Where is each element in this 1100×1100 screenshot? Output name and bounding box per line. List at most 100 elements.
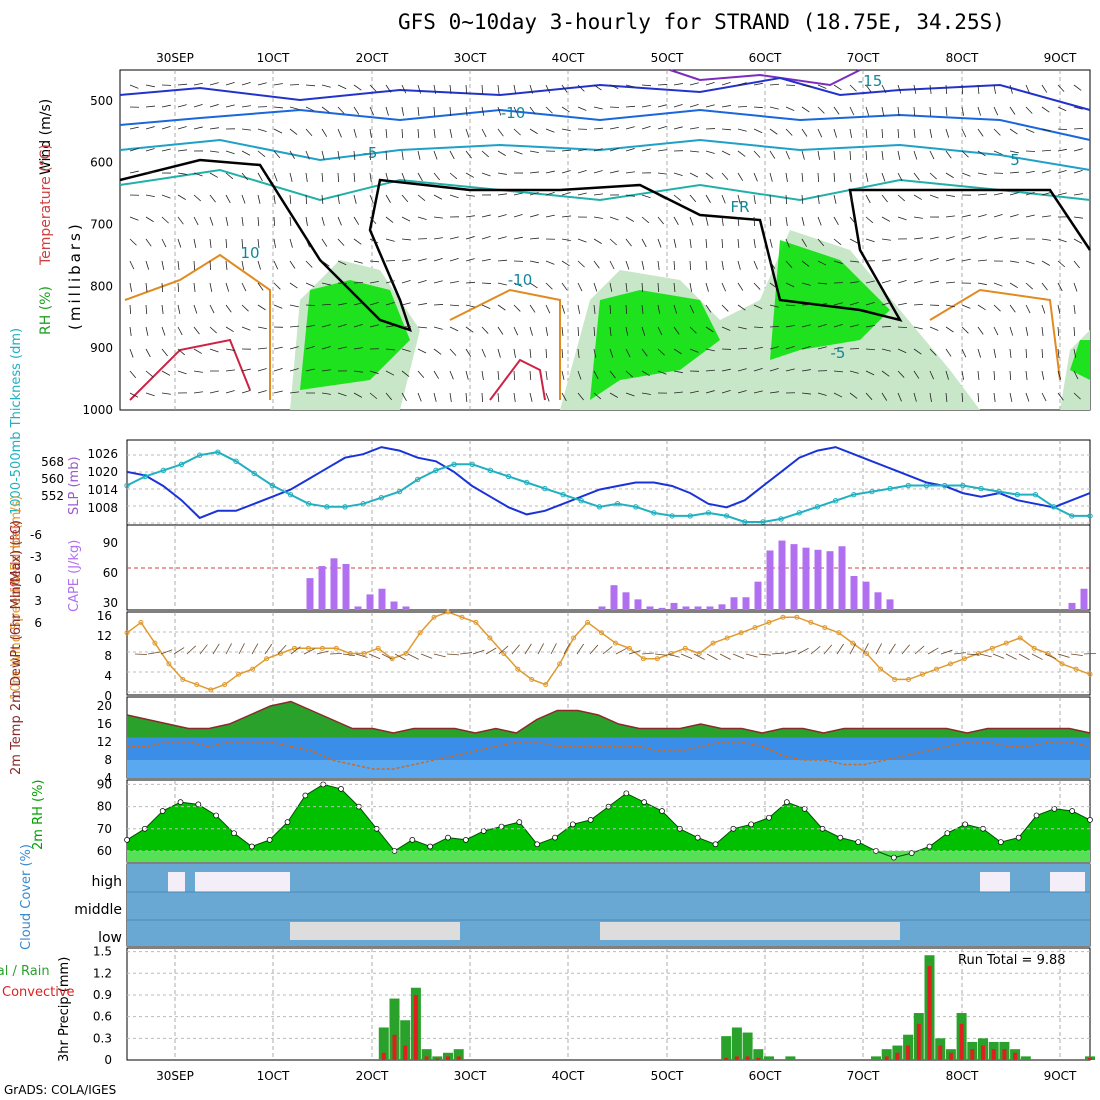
wind-barb (481, 282, 492, 284)
wind-barb (673, 83, 683, 86)
wind-barb (225, 390, 235, 394)
pressure-tick-label: 1000 (82, 403, 113, 417)
cloud-axis-label: Cloud Cover (%) (19, 844, 34, 950)
wind-speed-marker (417, 630, 423, 636)
wind-barb (209, 150, 219, 153)
wind-barb (513, 236, 523, 240)
wind-barb (257, 282, 264, 291)
wind-barb (561, 106, 570, 113)
wind-barb (129, 282, 133, 292)
wind-barb (273, 304, 283, 309)
wind-barb (161, 238, 167, 248)
wind-speed-marker (473, 619, 479, 625)
wind-barb (897, 150, 901, 160)
wind-barb (897, 326, 908, 328)
wind-barb (993, 192, 1003, 196)
wind-barb (657, 260, 660, 270)
cape-bar (378, 588, 386, 610)
rh-marker (302, 792, 309, 799)
wind-barb (353, 347, 363, 350)
wind-barb (657, 348, 665, 356)
cape-bar (790, 544, 798, 610)
panel-frame-cape (126, 524, 1091, 611)
surface-wind-barb (1044, 653, 1057, 660)
precip-bar-convective (959, 1023, 964, 1060)
wind-barb (625, 282, 628, 292)
wind-speed-marker (780, 614, 786, 620)
wind-barb (433, 237, 443, 240)
wind-barb (481, 348, 486, 358)
surface-wind-barb (979, 653, 992, 658)
wind-barb (801, 324, 811, 328)
wind-barb (337, 260, 347, 266)
wind-barb (577, 238, 587, 243)
top-date-label: 4OCT (552, 51, 585, 65)
contour-label: -5 (831, 344, 846, 362)
wind-barb (385, 370, 395, 376)
wind-barb (145, 260, 150, 270)
wind-barb (673, 238, 677, 248)
wind-barb (193, 82, 203, 86)
thickness-marker (360, 501, 366, 507)
wind-barb (561, 149, 571, 152)
cape-bar (874, 592, 882, 610)
wind-barb (497, 348, 501, 358)
wind-barb (401, 259, 411, 262)
wind-barb (945, 150, 952, 159)
wind-barb (353, 370, 363, 373)
wind-barb (225, 238, 228, 249)
wind-barb (593, 370, 599, 380)
wind-speed-marker (640, 656, 646, 662)
wind-barb (449, 257, 459, 262)
wind-barb (625, 392, 635, 397)
wind-barb (833, 216, 839, 226)
wind-barb (497, 370, 500, 380)
wind-barb (593, 193, 603, 196)
wind-barb (1009, 348, 1012, 358)
wind-barb (289, 325, 299, 328)
wind-barb (865, 216, 874, 224)
wind-barb (337, 106, 345, 114)
wind-barb (817, 172, 820, 183)
wind-barb (353, 324, 363, 328)
wind-barb (449, 194, 459, 199)
wind-barb (881, 238, 891, 241)
bottom-date-label: 1OCT (257, 1069, 290, 1083)
wind-barb (417, 172, 423, 182)
wind-barb (145, 304, 148, 315)
surface-wind-barb (641, 652, 654, 655)
wind-barb (801, 369, 811, 372)
rh-marker (462, 836, 469, 843)
wind-barb (785, 345, 795, 350)
wind-barb (705, 194, 711, 203)
wind-barb (369, 392, 378, 400)
wind-speed-marker (892, 676, 898, 682)
slp-axis-label: SLP (mb) (67, 456, 82, 515)
precip-tick-label: 0.3 (93, 1031, 112, 1045)
wind-barb (257, 347, 267, 350)
wind-speed-marker (961, 656, 967, 662)
thickness-marker (905, 482, 912, 489)
wind-barb (577, 392, 584, 401)
wind-barb (241, 194, 246, 204)
wind-barb (129, 216, 139, 221)
wind-speed-marker (836, 630, 842, 636)
wind-barb (129, 147, 139, 152)
wind-barb (161, 370, 171, 376)
dewpoint-line (127, 741, 1091, 770)
precip-bar-convective (884, 1056, 889, 1060)
wind-barb (1041, 326, 1044, 336)
surface-wind-barb (394, 653, 406, 661)
surface-wind-barb (667, 653, 680, 658)
wind-speed-marker (1087, 671, 1093, 677)
wind-barb (625, 105, 636, 108)
wind-barb (737, 172, 744, 181)
wind-barb (865, 172, 869, 182)
surface-wind-barb (862, 643, 869, 655)
cape-bar (658, 607, 666, 610)
wind-barb (593, 148, 603, 152)
wind-barb (737, 216, 740, 226)
wind-barb (849, 281, 859, 284)
wind-barb (1025, 348, 1028, 359)
